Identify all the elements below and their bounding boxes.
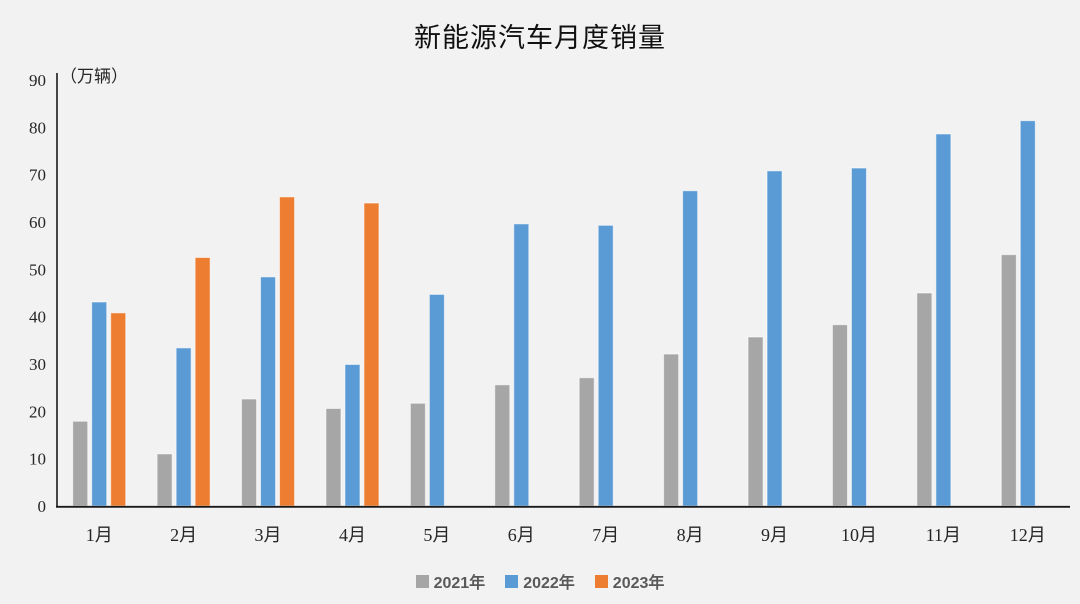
bar-2022年-1月 xyxy=(91,301,108,507)
bar-2022年-2月 xyxy=(175,347,192,507)
bar-2022年-9月 xyxy=(766,170,783,507)
x-tick-label: 4月 xyxy=(339,525,366,545)
y-tick-label: 40 xyxy=(29,308,46,327)
y-tick-label: 80 xyxy=(29,118,46,137)
legend: 2021年 2022年 2023年 xyxy=(0,569,1080,593)
x-tick-label: 11月 xyxy=(926,525,961,545)
bar-2021年-6月 xyxy=(494,384,511,507)
bar-2023年-2月 xyxy=(194,257,211,507)
x-tick-label: 10月 xyxy=(841,525,877,545)
legend-label: 2021年 xyxy=(433,575,486,592)
bar-2022年-8月 xyxy=(682,190,699,507)
y-tick-label: 10 xyxy=(29,450,46,469)
x-tick-label: 8月 xyxy=(677,525,704,545)
y-tick-label: 90 xyxy=(29,71,46,90)
y-tick-label: 50 xyxy=(29,260,46,279)
bar-2021年-11月 xyxy=(916,292,933,507)
bar-2022年-3月 xyxy=(260,276,277,507)
y-axis-unit-label: （万辆） xyxy=(60,67,128,86)
x-tick-label: 9月 xyxy=(761,525,788,545)
bar-2021年-5月 xyxy=(409,402,426,507)
bar-2022年-6月 xyxy=(513,223,530,507)
x-tick-label: 1月 xyxy=(86,525,113,545)
bar-2022年-5月 xyxy=(428,293,445,507)
bar-2023年-1月 xyxy=(110,312,127,507)
legend-swatch-icon xyxy=(415,574,429,588)
bar-2021年-9月 xyxy=(747,336,764,507)
bar-2022年-7月 xyxy=(597,224,614,507)
legend-item-2022年: 2022年 xyxy=(505,569,575,593)
bar-2021年-2月 xyxy=(156,453,173,507)
bar-2022年-11月 xyxy=(935,133,952,507)
bar-2021年-4月 xyxy=(325,407,342,507)
y-tick-label: 60 xyxy=(29,213,46,232)
x-tick-label: 7月 xyxy=(592,525,619,545)
x-tick-label: 6月 xyxy=(508,525,535,545)
x-tick-label: 5月 xyxy=(423,525,450,545)
legend-item-2021年: 2021年 xyxy=(415,569,486,593)
bar-2021年-12月 xyxy=(1000,254,1017,507)
y-tick-label: 70 xyxy=(29,166,46,185)
bar-2023年-3月 xyxy=(279,196,296,507)
bar-2021年-7月 xyxy=(578,377,595,507)
x-tick-label: 12月 xyxy=(1010,525,1046,545)
legend-label: 2023年 xyxy=(612,575,665,592)
y-tick-label: 20 xyxy=(29,402,46,421)
bar-2023年-4月 xyxy=(363,202,380,507)
bar-2021年-10月 xyxy=(831,324,848,507)
legend-swatch-icon xyxy=(505,574,519,588)
bar-2021年-1月 xyxy=(72,420,89,507)
bar-2022年-4月 xyxy=(344,363,361,507)
legend-swatch-icon xyxy=(594,574,608,588)
y-tick-label: 30 xyxy=(29,355,46,374)
bar-2021年-3月 xyxy=(241,398,258,507)
chart-title: 新能源汽车月度销量 xyxy=(414,23,666,53)
x-tick-label: 3月 xyxy=(255,525,282,545)
bar-2022年-12月 xyxy=(1019,120,1036,507)
bar-2022年-10月 xyxy=(850,167,867,507)
legend-label: 2022年 xyxy=(523,575,575,592)
y-tick-label: 0 xyxy=(38,497,47,516)
legend-item-2023年: 2023年 xyxy=(594,569,665,593)
bar-2021年-8月 xyxy=(663,353,680,507)
x-tick-label: 2月 xyxy=(170,525,197,545)
